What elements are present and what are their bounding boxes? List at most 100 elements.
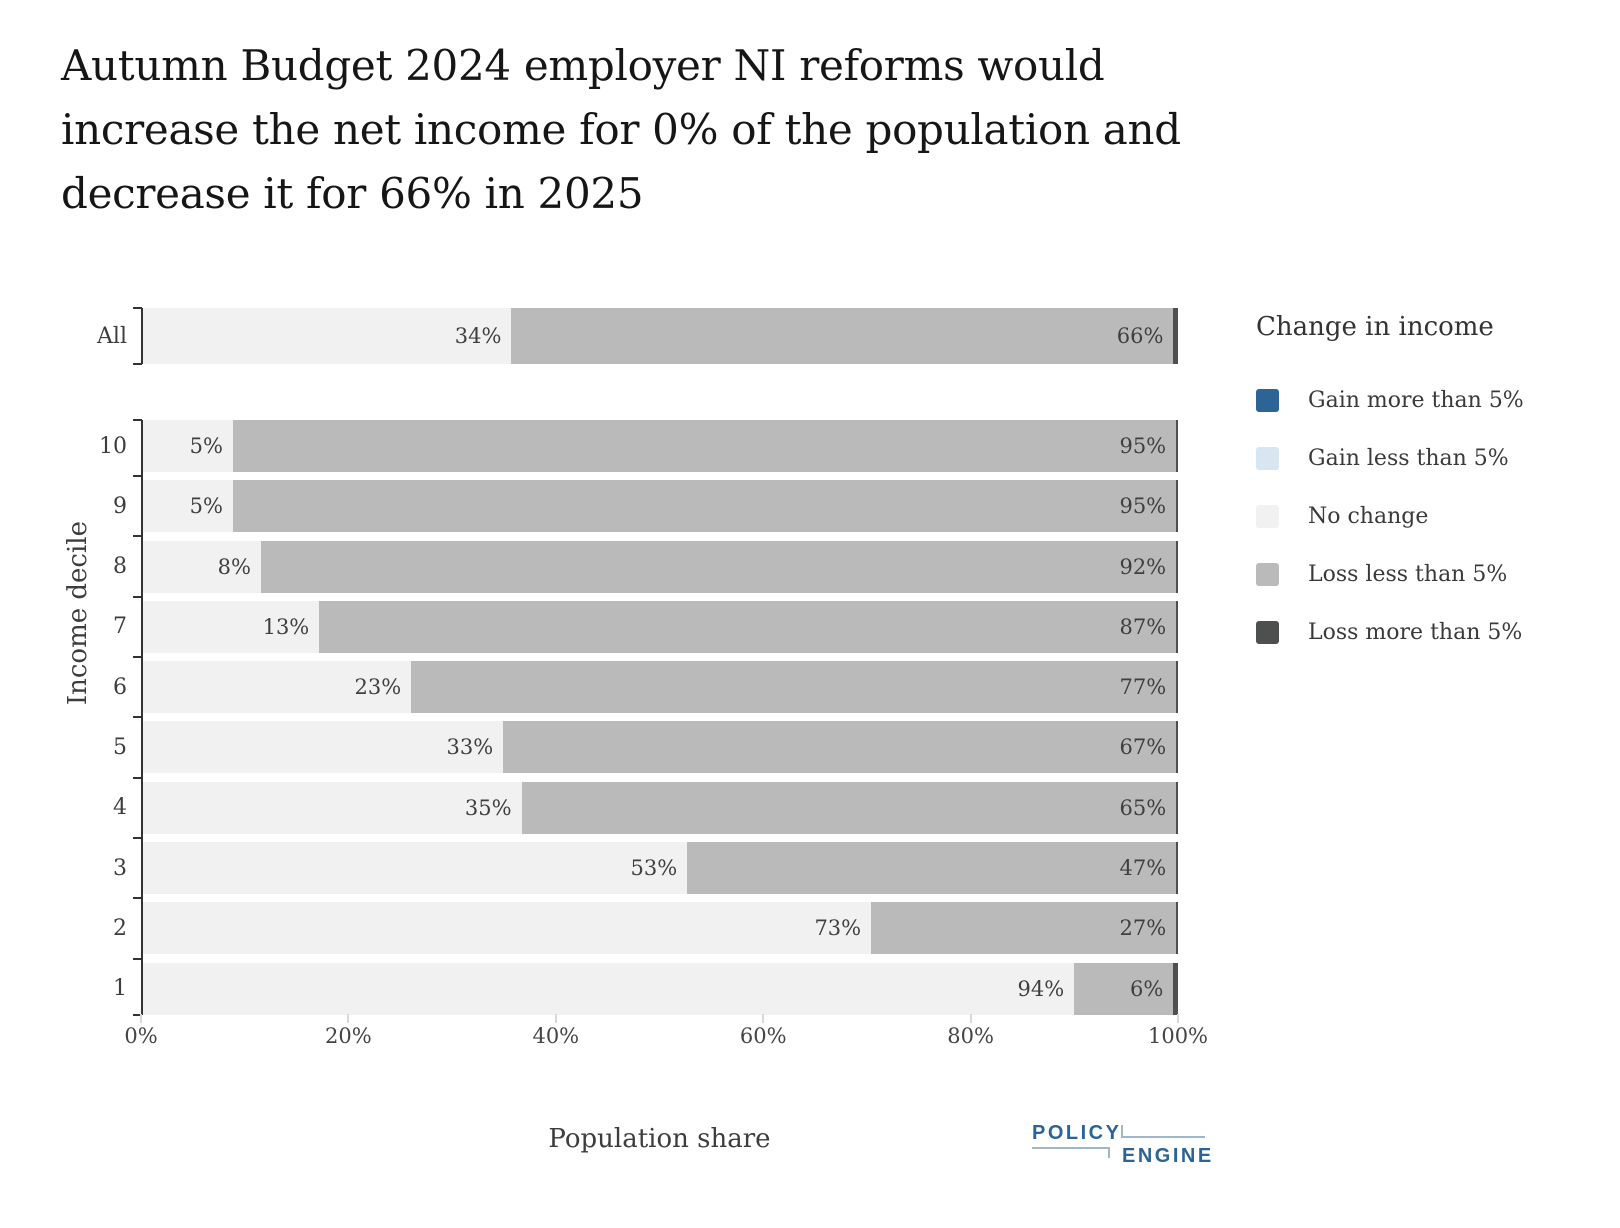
- bar-value-label: 94%: [1017, 976, 1065, 1001]
- bar-segment-loss-less-than-5[interactable]: 95%: [232, 420, 1177, 472]
- bar-segment-loss-less-than-5[interactable]: 87%: [319, 600, 1177, 653]
- bar-segment-no-change[interactable]: 94%: [143, 962, 1075, 1015]
- bar-segment-loss-less-than-5[interactable]: 92%: [260, 540, 1177, 593]
- legend-items: Gain more than 5% Gain less than 5% No cha…: [1256, 387, 1524, 645]
- bar-row-9: 9 5% 95%: [113, 480, 1178, 533]
- legend-label: Gain less than 5%: [1308, 445, 1509, 471]
- bar-row-4: 4 35% 65%: [113, 781, 1178, 834]
- logo-engine-text: ENGINE: [1122, 1145, 1214, 1167]
- bar-segment-loss-less-than-5[interactable]: 47%: [687, 842, 1177, 895]
- bar-segment-loss-more-than-5[interactable]: [1176, 540, 1178, 593]
- bar-segment-loss-less-than-5[interactable]: 77%: [411, 661, 1177, 714]
- legend-swatch-gain-more-than-5: [1256, 388, 1279, 412]
- bar-value-label: 66%: [1116, 324, 1164, 348]
- y-tick-mark: [133, 307, 142, 309]
- bar-value-label: 67%: [1119, 735, 1167, 760]
- bar-segment-loss-more-than-5[interactable]: [1176, 420, 1178, 472]
- x-tick-mark: [762, 1014, 765, 1023]
- legend-item-loss-less-than-5[interactable]: Loss less than 5%: [1256, 562, 1524, 587]
- bar-value-label: 95%: [1119, 434, 1167, 458]
- bar-segment-loss-more-than-5[interactable]: [1173, 962, 1178, 1015]
- bar-value-label: 95%: [1119, 494, 1167, 519]
- y-tick-mark: [133, 363, 142, 365]
- bar-segment-loss-less-than-5[interactable]: 6%: [1074, 962, 1174, 1015]
- chart-title-line-3: decrease it for 66% in 2025: [61, 168, 644, 218]
- bar-segment-loss-less-than-5[interactable]: 67%: [503, 721, 1177, 774]
- bar-segment-no-change[interactable]: 73%: [143, 902, 872, 955]
- legend-item-gain-less-than-5[interactable]: Gain less than 5%: [1256, 445, 1524, 471]
- x-tick-label: 40%: [532, 1024, 580, 1048]
- y-tick-label: 6: [113, 674, 127, 700]
- bar-row-7: 7 13% 87%: [113, 600, 1179, 653]
- bar-row-10: 10 5% 95%: [99, 420, 1178, 472]
- legend-item-loss-more-than-5[interactable]: Loss more than 5%: [1256, 619, 1524, 645]
- bar-segment-loss-more-than-5[interactable]: [1176, 600, 1179, 653]
- x-tick-label: 100%: [1147, 1024, 1209, 1048]
- bar-value-label: 73%: [814, 916, 862, 941]
- bar-segment-loss-more-than-5[interactable]: [1176, 902, 1178, 955]
- legend-title: Change in income: [1256, 312, 1494, 342]
- legend-label: Loss more than 5%: [1308, 619, 1523, 645]
- bar-segment-no-change[interactable]: 5%: [143, 420, 233, 472]
- chart-title-line-2: increase the net income for 0% of the po…: [61, 104, 1181, 154]
- legend-swatch-loss-less-than-5: [1256, 562, 1279, 586]
- bar-segment-no-change[interactable]: 23%: [143, 661, 412, 714]
- bar-value-label: 5%: [189, 434, 223, 458]
- legend-item-gain-more-than-5[interactable]: Gain more than 5%: [1256, 387, 1524, 413]
- bar-row-1: 1 94% 6%: [113, 962, 1178, 1015]
- x-tick-label: 60%: [739, 1024, 787, 1048]
- bar-segment-no-change[interactable]: 8%: [143, 540, 261, 593]
- bar-value-label: 65%: [1119, 795, 1167, 820]
- bar-segment-loss-less-than-5[interactable]: 95%: [232, 480, 1177, 533]
- bar-value-label: 47%: [1119, 856, 1167, 881]
- bar-segment-loss-more-than-5[interactable]: [1173, 308, 1178, 364]
- logo-bracket-top: [1121, 1125, 1205, 1138]
- legend-label: Gain more than 5%: [1308, 387, 1524, 413]
- y-tick-mark: [133, 716, 142, 719]
- y-tick-label: 1: [113, 976, 127, 1002]
- y-tick-label: 5: [113, 734, 127, 760]
- bar-segment-no-change[interactable]: 53%: [143, 842, 688, 895]
- y-tick-label: 10: [99, 433, 127, 459]
- y-tick-mark: [133, 836, 142, 839]
- y-tick-mark: [133, 957, 142, 960]
- policyengine-logo[interactable]: POLICY ENGINE: [1032, 1122, 1211, 1168]
- bar-segment-loss-more-than-5[interactable]: [1176, 721, 1178, 774]
- bar-segment-loss-more-than-5[interactable]: [1176, 781, 1178, 834]
- bar-segment-loss-less-than-5[interactable]: 65%: [521, 781, 1177, 834]
- y-tick-mark: [133, 776, 142, 779]
- x-tick-mark: [1177, 1014, 1179, 1023]
- legend: Change in income Gain more than 5% Gain l…: [1256, 312, 1524, 678]
- legend-item-no-change[interactable]: No change: [1256, 504, 1524, 529]
- bar-segment-no-change[interactable]: 5%: [143, 480, 233, 533]
- bar-value-label: 87%: [1119, 614, 1167, 639]
- bar-value-label: 8%: [217, 554, 251, 579]
- bar-segment-loss-more-than-5[interactable]: [1176, 480, 1178, 533]
- bar-value-label: 53%: [630, 856, 678, 881]
- bar-segment-no-change[interactable]: 13%: [143, 600, 320, 653]
- bar-value-label: 23%: [354, 675, 402, 700]
- x-tick-mark: [969, 1014, 972, 1023]
- legend-swatch-loss-more-than-5: [1256, 620, 1279, 644]
- x-tick-mark: [347, 1014, 350, 1023]
- x-tick-mark: [140, 1014, 142, 1023]
- bar-segment-no-change[interactable]: 35%: [143, 781, 522, 834]
- x-tick-label: 80%: [947, 1024, 994, 1048]
- x-axis-title: Population share: [548, 1124, 771, 1154]
- bar-segment-no-change[interactable]: 33%: [143, 721, 504, 774]
- bar-row-5: 5 33% 67%: [113, 721, 1178, 774]
- bar-segment-no-change[interactable]: 34%: [143, 308, 512, 364]
- y-tick-mark: [133, 656, 142, 659]
- bar-segment-loss-more-than-5[interactable]: [1176, 661, 1178, 714]
- y-tick-label: 8: [113, 554, 127, 580]
- bar-row-3: 3 53% 47%: [113, 842, 1178, 895]
- bar-segment-loss-less-than-5[interactable]: 66%: [511, 308, 1174, 364]
- legend-swatch-no-change: [1256, 504, 1279, 528]
- bar-row-2: 2 73% 27%: [113, 902, 1178, 955]
- y-tick-mark: [133, 475, 142, 478]
- y-axis-title: Income decile: [63, 520, 93, 706]
- y-tick-label: 9: [113, 493, 127, 519]
- logo-policy-text: POLICY: [1032, 1122, 1122, 1144]
- bar-segment-loss-less-than-5[interactable]: 27%: [871, 902, 1177, 955]
- bar-segment-loss-more-than-5[interactable]: [1176, 842, 1178, 895]
